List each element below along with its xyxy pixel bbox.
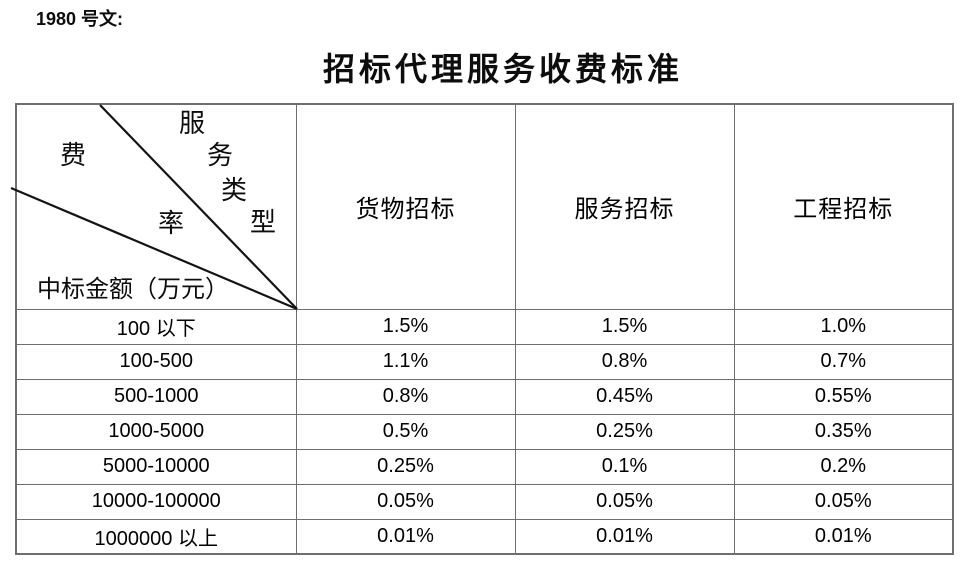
table-row: 1000000 以上 0.01% 0.01% 0.01% [15, 518, 954, 555]
table-row: 100-500 1.1% 0.8% 0.7% [15, 343, 954, 380]
document-reference: 1980 号文: [36, 9, 124, 29]
column-header-engineering-bidding: 工程招标 [733, 103, 954, 310]
corner-label-fee-rate-char: 率 [158, 209, 185, 238]
rate-cell: 1.0% [733, 308, 954, 345]
rate-cell: 0.01% [733, 518, 954, 555]
rate-cell: 0.01% [514, 518, 735, 555]
rate-cell: 1.5% [514, 308, 735, 345]
corner-label-fee-rate-char: 费 [60, 141, 87, 170]
amount-range-cell: 500-1000 [15, 378, 297, 415]
rate-cell: 0.8% [295, 378, 516, 415]
table-row: 100 以下 1.5% 1.5% 1.0% [15, 308, 954, 345]
rate-cell: 0.2% [733, 448, 954, 485]
corner-label-bid-amount: 中标金额（万元） [37, 277, 229, 303]
rate-cell: 0.25% [295, 448, 516, 485]
rate-cell: 0.45% [514, 378, 735, 415]
table-row: 5000-10000 0.25% 0.1% 0.2% [15, 448, 954, 485]
column-header-goods-bidding: 货物招标 [295, 103, 516, 310]
amount-range-cell: 100-500 [15, 343, 297, 380]
rate-cell: 0.05% [733, 483, 954, 520]
rate-cell: 0.55% [733, 378, 954, 415]
table-row: 500-1000 0.8% 0.45% 0.55% [15, 378, 954, 415]
rate-cell: 0.7% [733, 343, 954, 380]
table-row: 10000-100000 0.05% 0.05% 0.05% [15, 483, 954, 520]
corner-label-service-type-char: 务 [207, 141, 234, 170]
rate-cell: 1.1% [295, 343, 516, 380]
rate-cell: 0.1% [514, 448, 735, 485]
rate-cell: 0.01% [295, 518, 516, 555]
amount-range-cell: 10000-100000 [15, 483, 297, 520]
corner-label-service-type-char: 型 [250, 208, 277, 237]
amount-range-cell: 1000-5000 [15, 413, 297, 450]
fee-standard-table: 服 务 类 型 费 率 中标金额（万元） 货物招标 服务招标 工程招标 100 … [10, 103, 954, 555]
corner-label-service-type-char: 类 [221, 176, 248, 205]
rate-cell: 1.5% [295, 308, 516, 345]
amount-range-cell: 100 以下 [15, 308, 297, 345]
diagonal-corner-cell: 服 务 类 型 费 率 中标金额（万元） [10, 103, 298, 311]
corner-label-service-type-char: 服 [179, 109, 206, 138]
amount-range-cell: 1000000 以上 [15, 518, 297, 555]
rate-cell: 0.25% [514, 413, 735, 450]
table-header-row: 服 务 类 型 费 率 中标金额（万元） 货物招标 服务招标 工程招标 [10, 103, 954, 311]
column-header-service-bidding: 服务招标 [514, 103, 735, 310]
rate-cell: 0.05% [295, 483, 516, 520]
rate-cell: 0.8% [514, 343, 735, 380]
rate-cell: 0.5% [295, 413, 516, 450]
page-title: 招标代理服务收费标准 [322, 51, 684, 87]
rate-cell: 0.05% [514, 483, 735, 520]
amount-range-cell: 5000-10000 [15, 448, 297, 485]
table-row: 1000-5000 0.5% 0.25% 0.35% [15, 413, 954, 450]
rate-cell: 0.35% [733, 413, 954, 450]
